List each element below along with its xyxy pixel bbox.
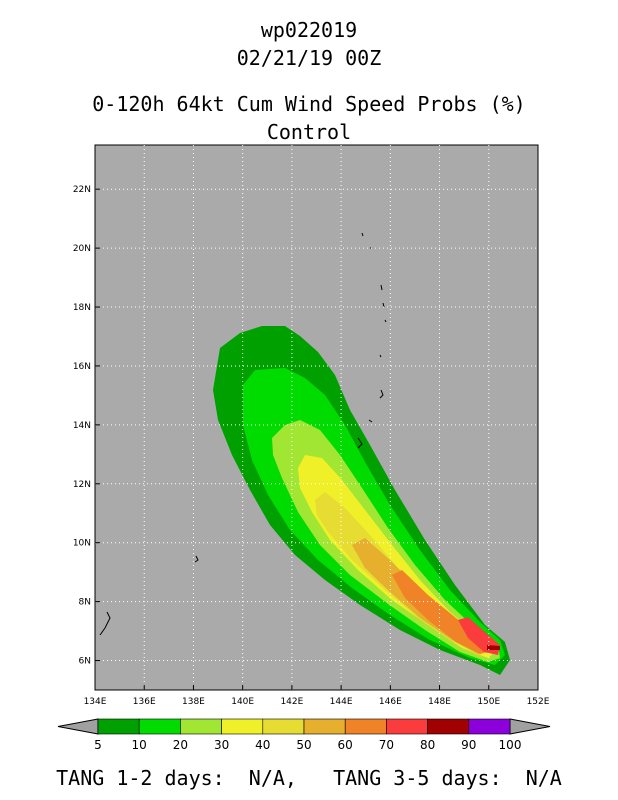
lon-tick-label: 134E (84, 697, 107, 707)
colorbar-level-label: 80 (420, 738, 435, 752)
map-grid (95, 145, 538, 690)
lon-tick-label: 140E (231, 697, 254, 707)
tang-footer: TANG 1-2 days: N/A, TANG 3-5 days: N/A (56, 766, 562, 790)
storm-id-title: wp022019 (260, 18, 358, 42)
lon-tick-label: 150E (477, 697, 500, 707)
island (99, 611, 111, 636)
prob-30-contour (298, 455, 497, 658)
lat-tick-label: 22N (73, 185, 91, 195)
colorbar-extend-high (509, 718, 551, 735)
colorbar-level-label: 5 (94, 738, 102, 752)
lat-tick-label: 14N (73, 421, 91, 431)
island-outlines (99, 232, 387, 636)
colorbar-swatch (344, 718, 387, 735)
colorbar-extend-low (57, 718, 99, 735)
island (382, 302, 385, 308)
island (368, 419, 373, 423)
prob-80-contour (487, 645, 500, 650)
colorbar-swatch (386, 718, 428, 735)
lat-tick-label: 8N (79, 598, 91, 608)
prob-40-contour (315, 492, 492, 655)
lon-tick-label: 148E (428, 697, 451, 707)
island (194, 555, 199, 563)
colorbar-swatch (180, 718, 222, 735)
lat-tick-label: 20N (73, 244, 91, 254)
island (379, 354, 382, 358)
colorbar: 5 10 20 30 40 50 60 70 80 90 100 (57, 718, 551, 752)
island (361, 232, 364, 237)
longitude-labels: 134E 136E 138E 140E 142E 144E 146E 148E 150E 152E (84, 685, 550, 707)
colorbar-level-label: 70 (379, 738, 394, 752)
lon-tick-label: 136E (133, 697, 156, 707)
colorbar-swatch (427, 718, 470, 735)
lat-tick-label: 12N (73, 480, 91, 490)
latitude-labels: 6N 8N 10N 12N 14N 16N 18N 20N 22N (73, 185, 100, 667)
lon-tick-label: 146E (379, 697, 402, 707)
lon-tick-label: 138E (182, 697, 205, 707)
colorbar-swatch (468, 718, 511, 735)
lat-tick-label: 10N (73, 539, 91, 549)
colorbar-level-label: 60 (338, 738, 353, 752)
member-title: Control (266, 120, 352, 144)
colorbar-swatch (138, 718, 181, 735)
colorbar-level-label: 10 (132, 738, 147, 752)
lat-tick-label: 6N (79, 657, 91, 667)
colorbar-level-label: 20 (173, 738, 188, 752)
lat-tick-label: 18N (73, 303, 91, 313)
colorbar-level-label: 40 (255, 738, 270, 752)
colorbar-level-label: 90 (461, 738, 476, 752)
colorbar-swatch (262, 718, 305, 735)
product-title: 0-120h 64kt Cum Wind Speed Probs (%) (92, 92, 526, 116)
island (380, 284, 383, 291)
colorbar-level-label: 100 (499, 738, 522, 752)
island (357, 437, 363, 449)
colorbar-level-label: 50 (296, 738, 311, 752)
probability-swath (213, 326, 510, 675)
colorbar-swatch (97, 718, 140, 735)
datetime-title: 02/21/19 00Z (236, 46, 382, 70)
island (384, 319, 387, 323)
lon-tick-label: 152E (527, 697, 550, 707)
lon-tick-label: 144E (330, 697, 353, 707)
colorbar-level-label: 30 (214, 738, 229, 752)
colorbar-swatch (303, 718, 346, 735)
lat-tick-label: 16N (73, 362, 91, 372)
lon-tick-label: 142E (280, 697, 303, 707)
island (379, 389, 384, 399)
colorbar-swatch (221, 718, 264, 735)
